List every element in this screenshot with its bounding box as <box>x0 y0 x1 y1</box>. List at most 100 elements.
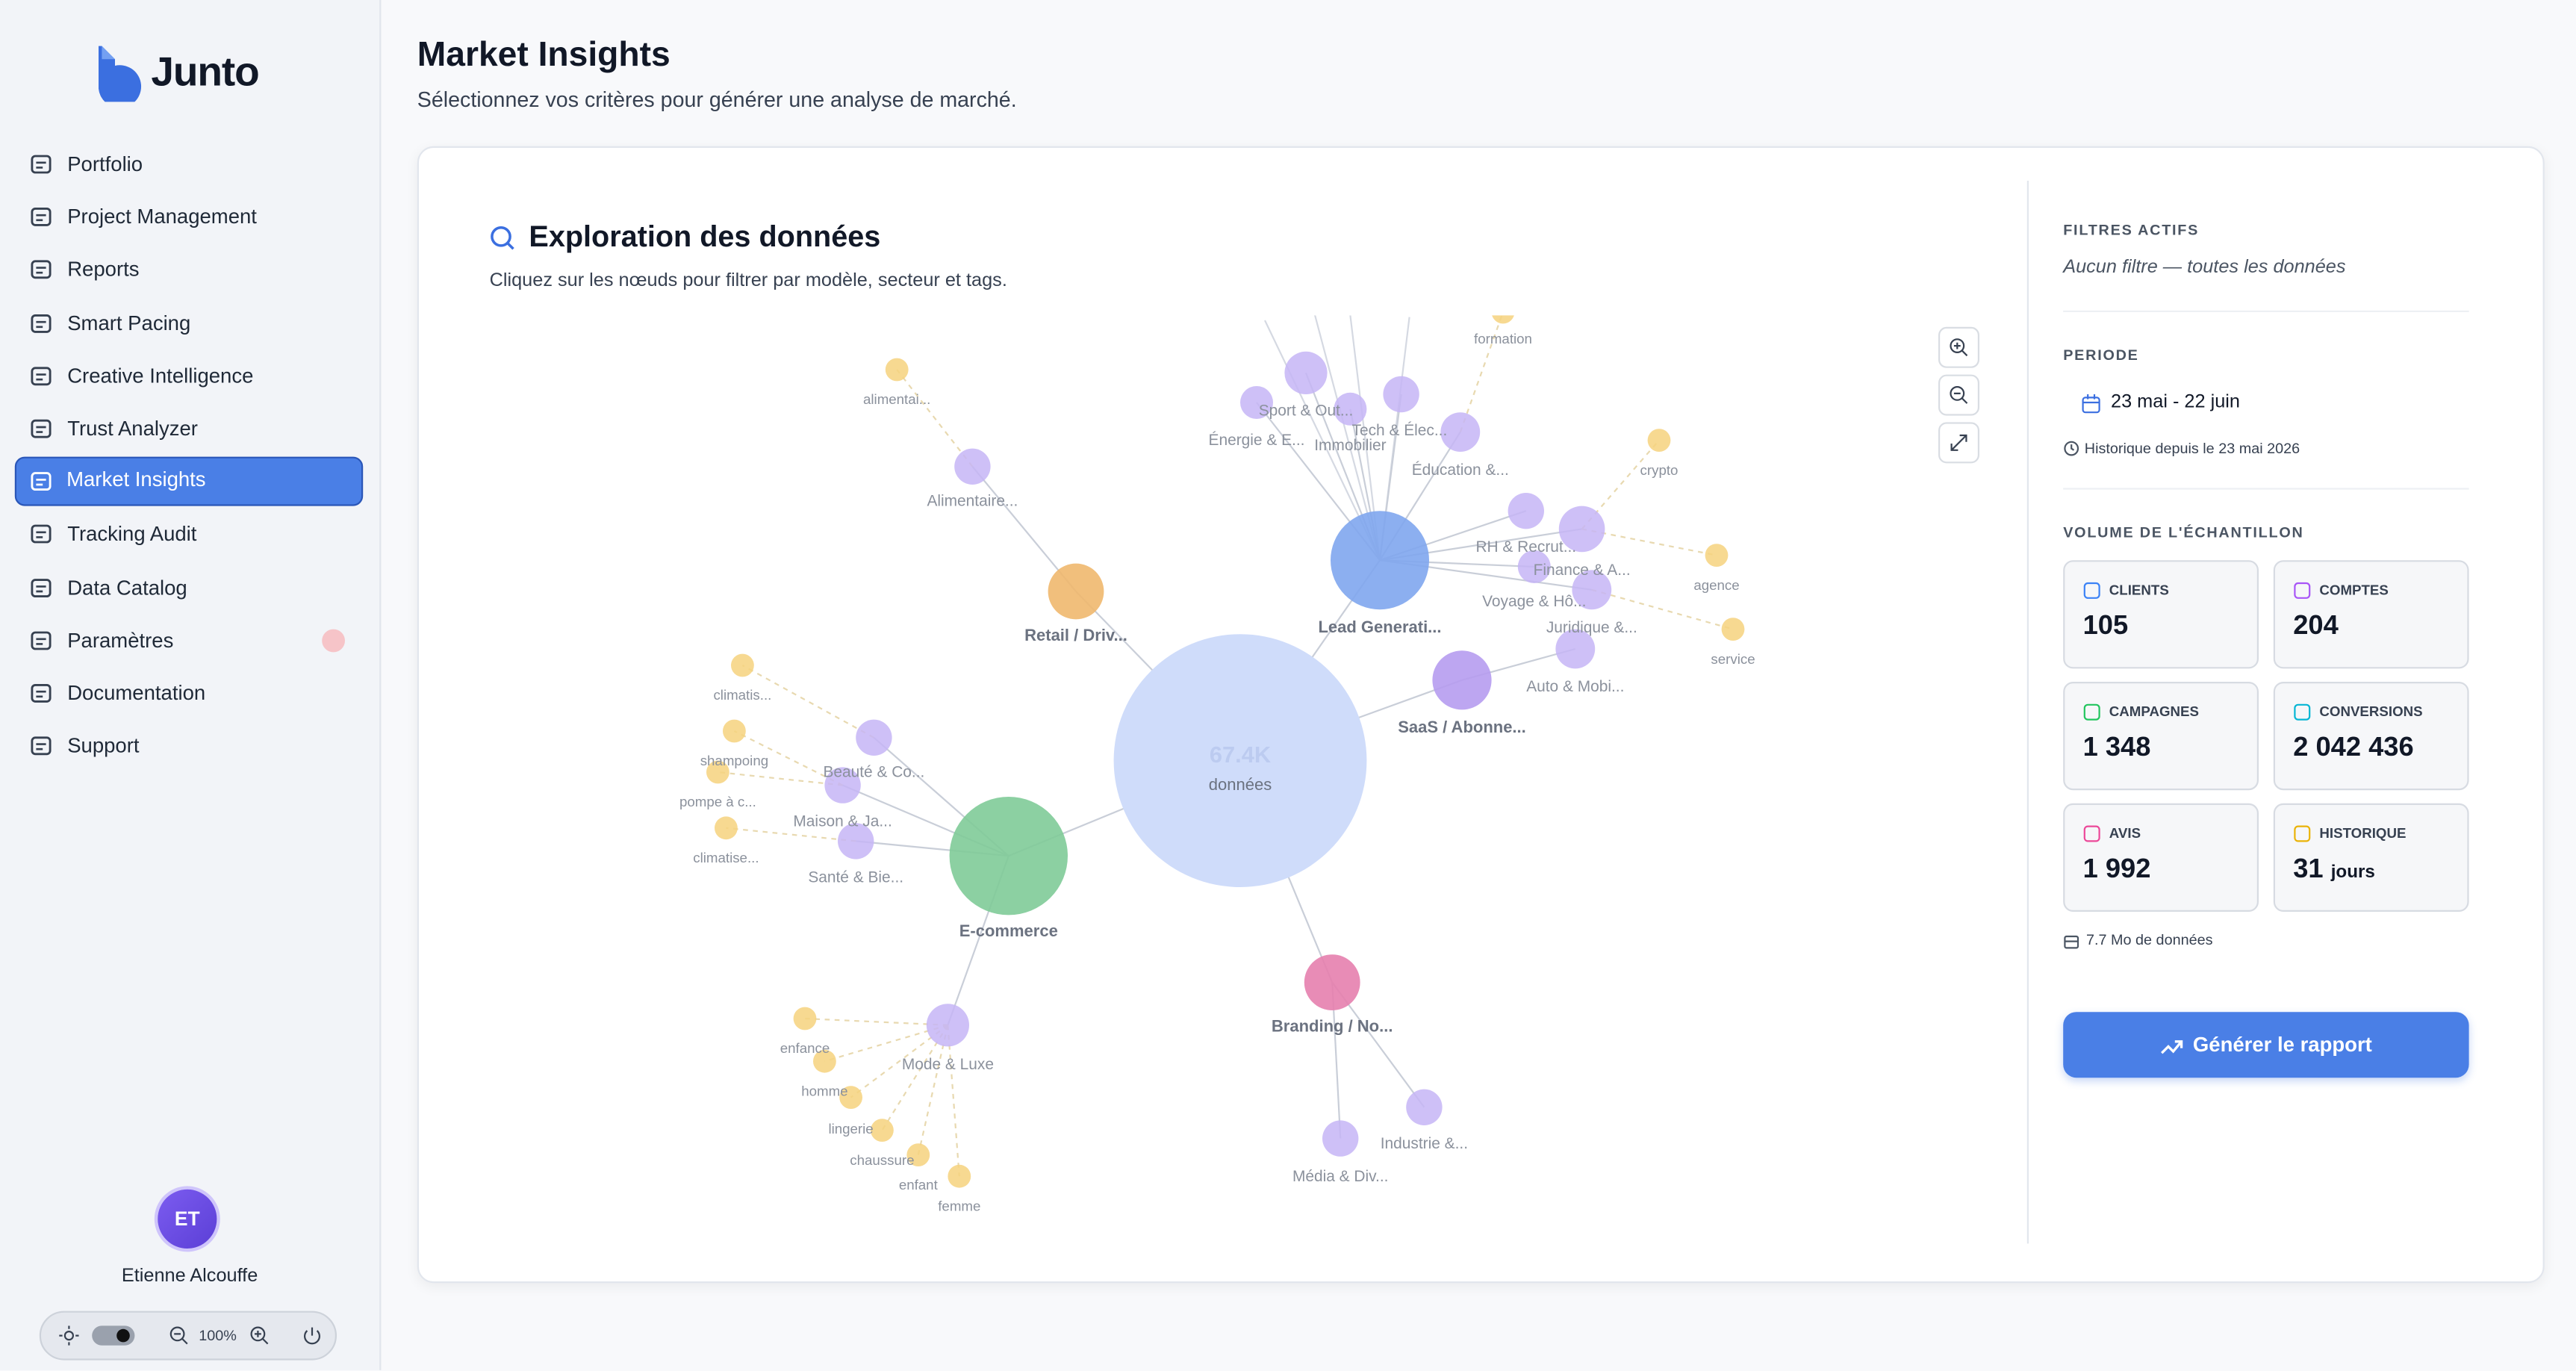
graph-edge <box>733 730 844 786</box>
nav-item[interactable]: Support <box>15 721 363 771</box>
graph-node[interactable] <box>1334 392 1367 426</box>
graph-node[interactable] <box>1647 429 1671 452</box>
graph-node[interactable] <box>885 358 909 382</box>
theme-toggle[interactable] <box>92 1325 135 1346</box>
calendar-icon <box>2082 394 2100 414</box>
graph-node[interactable] <box>813 1049 836 1073</box>
graph-node[interactable] <box>949 797 1068 915</box>
graph-node[interactable] <box>1517 550 1551 583</box>
nav-item[interactable]: Market Insights <box>14 457 364 507</box>
graph-node[interactable] <box>1721 618 1745 641</box>
nav-icon-shape <box>30 471 51 491</box>
fit-button[interactable] <box>1938 422 1979 464</box>
graph-node[interactable] <box>839 1086 862 1109</box>
stat-label: CLIENTS <box>2109 581 2169 598</box>
graph-node[interactable] <box>723 719 746 743</box>
nav-label[interactable]: Creative Intelligence <box>67 364 254 388</box>
graph-node[interactable] <box>1304 954 1360 1010</box>
graph-node[interactable] <box>1705 544 1729 567</box>
nav-item[interactable]: Tracking Audit <box>15 510 363 559</box>
logout[interactable] <box>302 1325 322 1345</box>
graph-node[interactable] <box>715 816 738 840</box>
nav-label[interactable]: Paramètres <box>67 629 174 652</box>
graph-node[interactable] <box>1406 1089 1443 1125</box>
graph-node[interactable] <box>824 767 861 803</box>
nav-item[interactable]: Trust Analyzer <box>15 404 363 453</box>
graph-node[interactable] <box>1240 386 1273 419</box>
graph-node[interactable] <box>1284 351 1328 394</box>
nav-label[interactable]: Project Management <box>67 205 257 229</box>
nav-icon-shape <box>31 631 52 650</box>
generate-label[interactable]: Générer le rapport <box>2192 1033 2372 1057</box>
graph-node[interactable] <box>1440 412 1481 452</box>
graph-node[interactable] <box>1322 1120 1359 1157</box>
nav-label[interactable]: Data Catalog <box>67 576 187 600</box>
search-icon <box>491 226 514 250</box>
nav-icon <box>31 631 52 650</box>
graph-node[interactable] <box>1331 511 1429 610</box>
stat-label: AVIS <box>2109 824 2141 842</box>
nav-icon <box>31 419 52 438</box>
theme-icon[interactable] <box>59 1325 79 1346</box>
nav-item[interactable]: Documentation <box>15 668 363 718</box>
graph-center-value: 67.4K <box>1210 742 1271 768</box>
graph-node-label: climatis... <box>713 687 771 703</box>
zoom-in[interactable] <box>249 1325 269 1345</box>
generate-button[interactable]: Générer le rapport <box>2063 1012 2469 1078</box>
zoom-out-button[interactable] <box>1938 374 1979 416</box>
graph-node[interactable] <box>1555 629 1596 669</box>
zoom-out[interactable] <box>169 1325 189 1345</box>
graph-node[interactable] <box>856 719 892 756</box>
nav-item[interactable]: Data Catalog <box>15 563 363 612</box>
stat-value: 1 348 <box>2083 733 2151 764</box>
graph-node-label: Mode & Luxe <box>902 1056 994 1073</box>
graph-node[interactable] <box>1558 506 1605 553</box>
graph-node[interactable] <box>1432 650 1492 710</box>
nav-label[interactable]: Smart Pacing <box>67 311 191 335</box>
graph-node[interactable] <box>838 823 874 859</box>
stat-icon <box>2083 582 2100 599</box>
graph-node[interactable] <box>926 1004 969 1047</box>
zoom-in-button[interactable] <box>1938 326 1979 368</box>
graph-node[interactable] <box>1572 570 1612 610</box>
graph-node[interactable] <box>1383 376 1419 413</box>
nav-icon-shape <box>31 314 52 332</box>
graph-node[interactable] <box>871 1119 894 1142</box>
nav-item[interactable]: Smart Pacing <box>15 299 363 348</box>
period-range[interactable]: 23 mai - 22 juin <box>2111 392 2240 413</box>
nav-item[interactable]: Project Management <box>15 193 363 242</box>
graph-node-label: Retail / Driv... <box>1024 626 1127 644</box>
graph-node[interactable] <box>906 1143 930 1166</box>
stat-icon-shape <box>2083 582 2100 599</box>
nav-label[interactable]: Documentation <box>67 682 206 705</box>
nav-label[interactable]: Reports <box>67 258 140 282</box>
graph-center-node[interactable] <box>1113 634 1367 887</box>
nav-label[interactable]: Market Insights <box>66 468 206 492</box>
nav-item[interactable]: Portfolio <box>15 140 363 189</box>
graph-node-label: Média & Div... <box>1292 1168 1388 1185</box>
separator <box>2063 310 2469 312</box>
nav-label[interactable]: Trust Analyzer <box>67 417 198 441</box>
graph-node[interactable] <box>1492 301 1515 324</box>
graph-node[interactable] <box>954 448 991 485</box>
nav-label[interactable]: Support <box>67 734 140 758</box>
nav-icon-shape <box>36 214 46 222</box>
nav-icon-shape <box>36 532 46 539</box>
graph-node[interactable] <box>1048 563 1104 620</box>
graph-node[interactable] <box>731 653 754 677</box>
nav-label[interactable]: Tracking Audit <box>67 523 197 547</box>
nav-label[interactable]: Portfolio <box>67 152 143 176</box>
nav-item[interactable]: Paramètres <box>15 616 363 665</box>
graph-node[interactable] <box>706 760 729 784</box>
avatar[interactable]: ET <box>158 1189 217 1249</box>
nav-icon-shape <box>31 208 52 227</box>
graph-node[interactable] <box>1508 493 1544 529</box>
nav-item[interactable]: Creative Intelligence <box>15 351 363 400</box>
nav-item[interactable]: Reports <box>15 246 363 295</box>
graph-node-label: Éducation &... <box>1412 461 1509 479</box>
nav-icon-shape <box>31 366 52 385</box>
graph-node[interactable] <box>793 1007 817 1030</box>
graph-node-label: Alimentaire... <box>927 493 1018 510</box>
graph-node[interactable] <box>948 1164 971 1188</box>
